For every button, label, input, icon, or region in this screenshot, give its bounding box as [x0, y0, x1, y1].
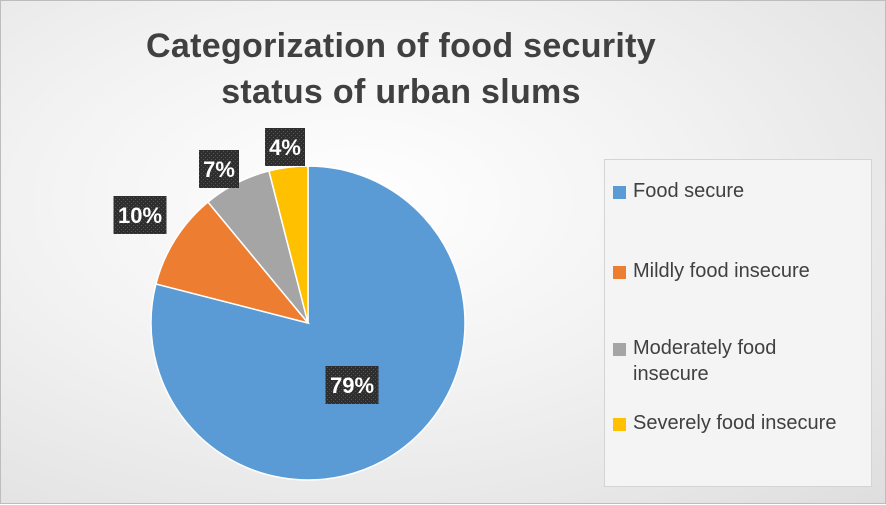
legend-item-moderately-food-insecure: Moderately food insecure: [613, 335, 803, 387]
data-label-text: 10%: [118, 203, 162, 228]
legend-label: Mildly food insecure: [633, 260, 810, 282]
data-label-text: 7%: [203, 157, 235, 182]
pie-slice-food-secure: [150, 165, 466, 481]
legend-label: Food secure: [633, 180, 745, 202]
chart-title: Categorization of food security status o…: [146, 27, 656, 111]
data-label-text: 79%: [330, 373, 374, 398]
legend-label: Severely food insecure: [633, 412, 837, 434]
data-label-box: [265, 128, 305, 166]
data-label-severely-food-insecure: 4%: [265, 128, 305, 166]
data-label-box: [199, 150, 239, 188]
legend-swatch: [613, 186, 626, 199]
data-label-box: [325, 366, 379, 404]
legend-item-mildly-food-insecure: Mildly food insecure: [613, 258, 871, 284]
legend-swatch: [613, 418, 626, 431]
legend-swatch: [613, 343, 626, 356]
legend-label: Moderately food insecure: [633, 337, 777, 385]
pie-slice-severely-food-insecure: [268, 165, 309, 324]
legend-item-severely-food-insecure: Severely food insecure: [613, 410, 871, 436]
legend: Food secure Mildly food insecure Moderat…: [604, 159, 872, 487]
data-label-food-secure: 79%: [325, 366, 379, 404]
legend-swatch: [613, 266, 626, 279]
data-label-text: 4%: [269, 135, 301, 160]
data-label-box: [113, 196, 167, 234]
legend-item-food-secure: Food secure: [613, 178, 871, 204]
pie-slice-mildly-food-insecure: [155, 200, 311, 325]
data-label-moderately-food-insecure: 7%: [199, 150, 239, 188]
data-label-mildly-food-insecure: 10%: [113, 196, 167, 234]
